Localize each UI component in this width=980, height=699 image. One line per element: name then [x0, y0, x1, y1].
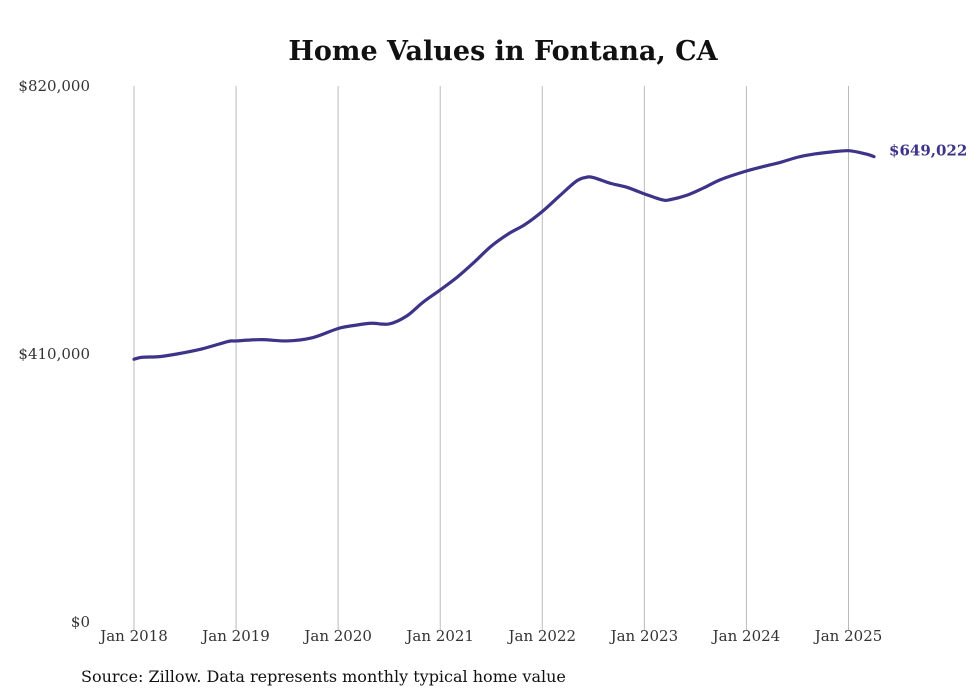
series-layer — [132, 149, 876, 361]
x-tick-label: Jan 2021 — [404, 627, 474, 645]
y-tick-label: $410,000 — [18, 345, 90, 363]
x-tick-label: Jan 2023 — [609, 627, 679, 645]
end-value-label: $649,022 — [889, 142, 967, 160]
y-tick-label: $820,000 — [18, 77, 90, 95]
series-line-0 — [132, 149, 876, 361]
x-tick-label: Jan 2019 — [200, 627, 270, 645]
chart-title: Home Values in Fontana, CA — [288, 36, 718, 67]
source-note: Source: Zillow. Data represents monthly … — [81, 667, 566, 686]
grid-lines — [133, 86, 849, 630]
x-tick-label: Jan 2020 — [302, 627, 372, 645]
y-tick-label: $0 — [71, 613, 90, 631]
x-tick-label: Jan 2022 — [507, 627, 577, 645]
x-tick-label: Jan 2024 — [711, 627, 781, 645]
y-axis-ticks: $0 $410,000 $820,000 — [18, 77, 90, 631]
x-tick-label: Jan 2025 — [813, 627, 883, 645]
x-axis-ticks: Jan 2018 Jan 2019 Jan 2020 Jan 2021 Jan 2022… — [98, 627, 882, 645]
x-tick-label: Jan 2018 — [98, 627, 168, 645]
